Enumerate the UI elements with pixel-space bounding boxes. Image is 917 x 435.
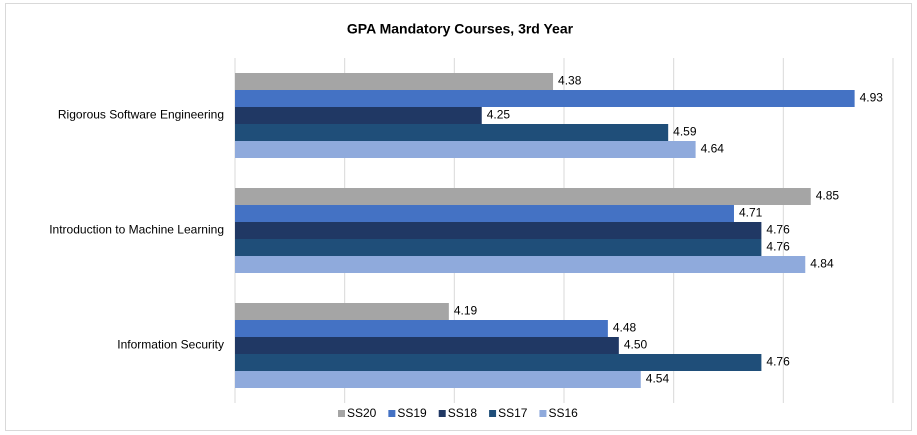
data-label: 4.19	[454, 304, 478, 318]
chart-title: GPA Mandatory Courses, 3rd Year	[347, 21, 574, 37]
data-label: 4.76	[766, 223, 790, 237]
legend-swatch	[489, 410, 497, 417]
legend-label: SS18	[448, 406, 478, 420]
bar	[235, 337, 619, 354]
bar	[235, 239, 762, 256]
bar	[235, 371, 641, 388]
legend-swatch	[338, 410, 345, 417]
bar	[235, 222, 762, 239]
data-label: 4.76	[766, 240, 790, 254]
bar	[235, 205, 734, 222]
legend-label: SS20	[347, 406, 377, 420]
data-label: 4.71	[739, 206, 763, 220]
bar	[235, 141, 696, 158]
y-tick-label: Introduction to Machine Learning	[49, 223, 224, 237]
legend-swatch	[438, 410, 446, 417]
bar	[235, 320, 608, 337]
data-label: 4.76	[766, 355, 790, 369]
y-tick-label: Information Security	[117, 338, 224, 352]
bar	[235, 124, 669, 141]
legend-label: SS17	[498, 406, 528, 420]
data-label: 4.54	[646, 372, 670, 386]
legend-label: SS19	[397, 406, 427, 420]
bar	[235, 303, 449, 320]
y-tick-label: Rigorous Software Engineering	[58, 108, 224, 122]
legend-swatch	[388, 410, 396, 417]
data-label: 4.59	[673, 125, 697, 139]
bar	[235, 256, 806, 273]
data-label: 4.50	[624, 338, 648, 352]
legend-swatch	[539, 410, 547, 417]
data-label: 4.85	[816, 189, 840, 203]
data-label: 4.93	[860, 91, 884, 105]
bar	[235, 188, 811, 205]
data-label: 4.38	[558, 74, 582, 88]
legend-label: SS16	[548, 406, 578, 420]
bar	[235, 107, 482, 124]
data-label: 4.84	[810, 257, 834, 271]
data-label: 4.64	[701, 142, 725, 156]
data-label: 4.48	[613, 321, 637, 335]
bar	[235, 73, 554, 90]
bar	[235, 354, 762, 371]
data-label: 4.25	[487, 108, 511, 122]
bar	[235, 90, 855, 107]
